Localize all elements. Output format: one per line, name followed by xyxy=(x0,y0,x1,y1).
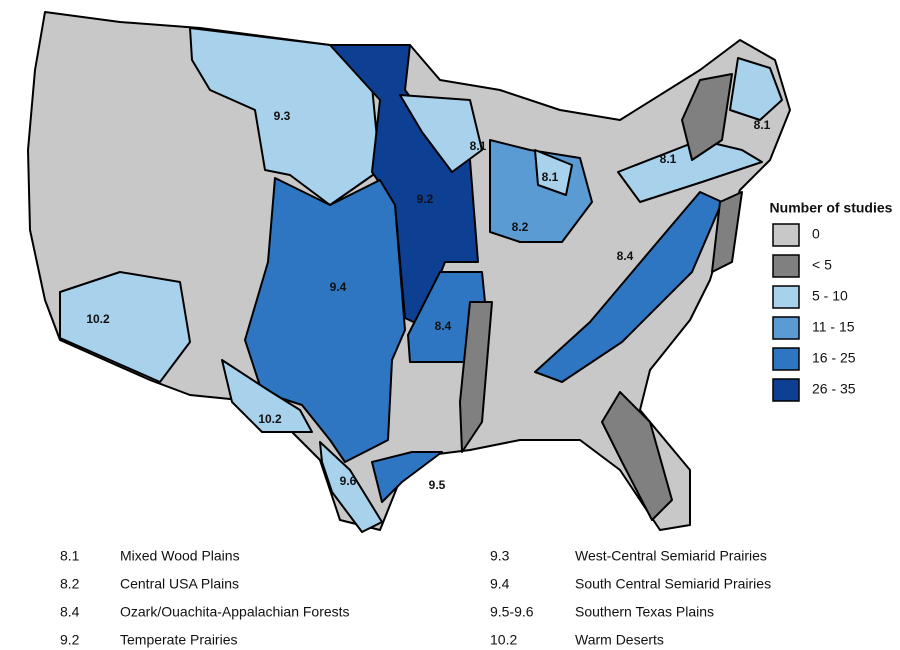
region-label: 8.4 xyxy=(617,249,634,263)
legend-label: 5 - 10 xyxy=(812,288,848,304)
key-code: 8.2 xyxy=(60,576,80,592)
region-label: 8.2 xyxy=(512,220,529,234)
legend-label: 26 - 35 xyxy=(812,381,856,397)
region xyxy=(601,391,673,521)
legend-swatch xyxy=(772,285,800,309)
region xyxy=(729,57,783,121)
region-label: 8.4 xyxy=(435,319,452,333)
region xyxy=(329,44,479,326)
region-labels: 9.3 8.1 8.1 8.1 8.1 9.2 8.2 8.4 9.4 10.2 8.4 10.2 9.… xyxy=(86,109,770,492)
key-name: Temperate Prairies xyxy=(120,632,238,648)
legend-swatch xyxy=(772,223,800,247)
key-name: Ozark/Ouachita-Appalachian Forests xyxy=(120,604,350,620)
region-label: 9.3 xyxy=(274,109,291,123)
key-code: 10.2 xyxy=(490,632,517,648)
key-name: Southern Texas Plains xyxy=(575,604,714,620)
region-label: 10.2 xyxy=(258,412,282,426)
key-name: Mixed Wood Plains xyxy=(120,548,240,564)
key-name: Central USA Plains xyxy=(120,576,239,592)
key-code: 8.4 xyxy=(60,604,80,620)
key-code: 8.1 xyxy=(60,548,80,564)
legend: Number of studies 0 < 5 5 - 10 11 - 15 16 - 2… xyxy=(770,200,893,402)
region xyxy=(371,451,443,503)
legend-label: 11 - 15 xyxy=(812,319,855,335)
region-label: 8.1 xyxy=(754,118,771,132)
key-name: Warm Deserts xyxy=(575,632,664,648)
legend-label: < 5 xyxy=(812,257,832,273)
region-label: 9.5 xyxy=(429,478,446,492)
region xyxy=(459,301,493,453)
region xyxy=(534,149,573,196)
region xyxy=(319,441,383,533)
region xyxy=(711,191,743,273)
region xyxy=(221,359,313,433)
region-label: 8.1 xyxy=(470,139,487,153)
key-code: 9.2 xyxy=(60,632,80,648)
region xyxy=(399,94,483,173)
region-label: 9.2 xyxy=(417,192,434,206)
key-name: South Central Semiarid Prairies xyxy=(575,576,771,592)
key-code: 9.3 xyxy=(490,548,510,564)
region xyxy=(681,73,733,161)
key-name: West-Central Semiarid Prairies xyxy=(575,548,767,564)
region-label: 8.1 xyxy=(660,152,677,166)
ecoregion-key: 8.1 Mixed Wood Plains 8.2 Central USA Plain… xyxy=(60,548,771,648)
legend-swatch xyxy=(772,378,800,402)
region xyxy=(244,177,406,463)
legend-swatch xyxy=(772,347,800,371)
legend-title: Number of studies xyxy=(770,200,893,216)
legend-label: 16 - 25 xyxy=(812,350,856,366)
legend-swatch xyxy=(772,316,800,340)
region-label: 9.4 xyxy=(330,280,347,294)
region-label: 9.6 xyxy=(340,474,357,488)
key-code: 9.5-9.6 xyxy=(490,604,534,620)
region-label: 10.2 xyxy=(86,312,110,326)
legend-label: 0 xyxy=(812,226,820,242)
map xyxy=(27,11,791,533)
key-code: 9.4 xyxy=(490,576,510,592)
region-label: 8.1 xyxy=(542,170,559,184)
region xyxy=(59,271,191,383)
legend-swatch xyxy=(772,254,800,278)
